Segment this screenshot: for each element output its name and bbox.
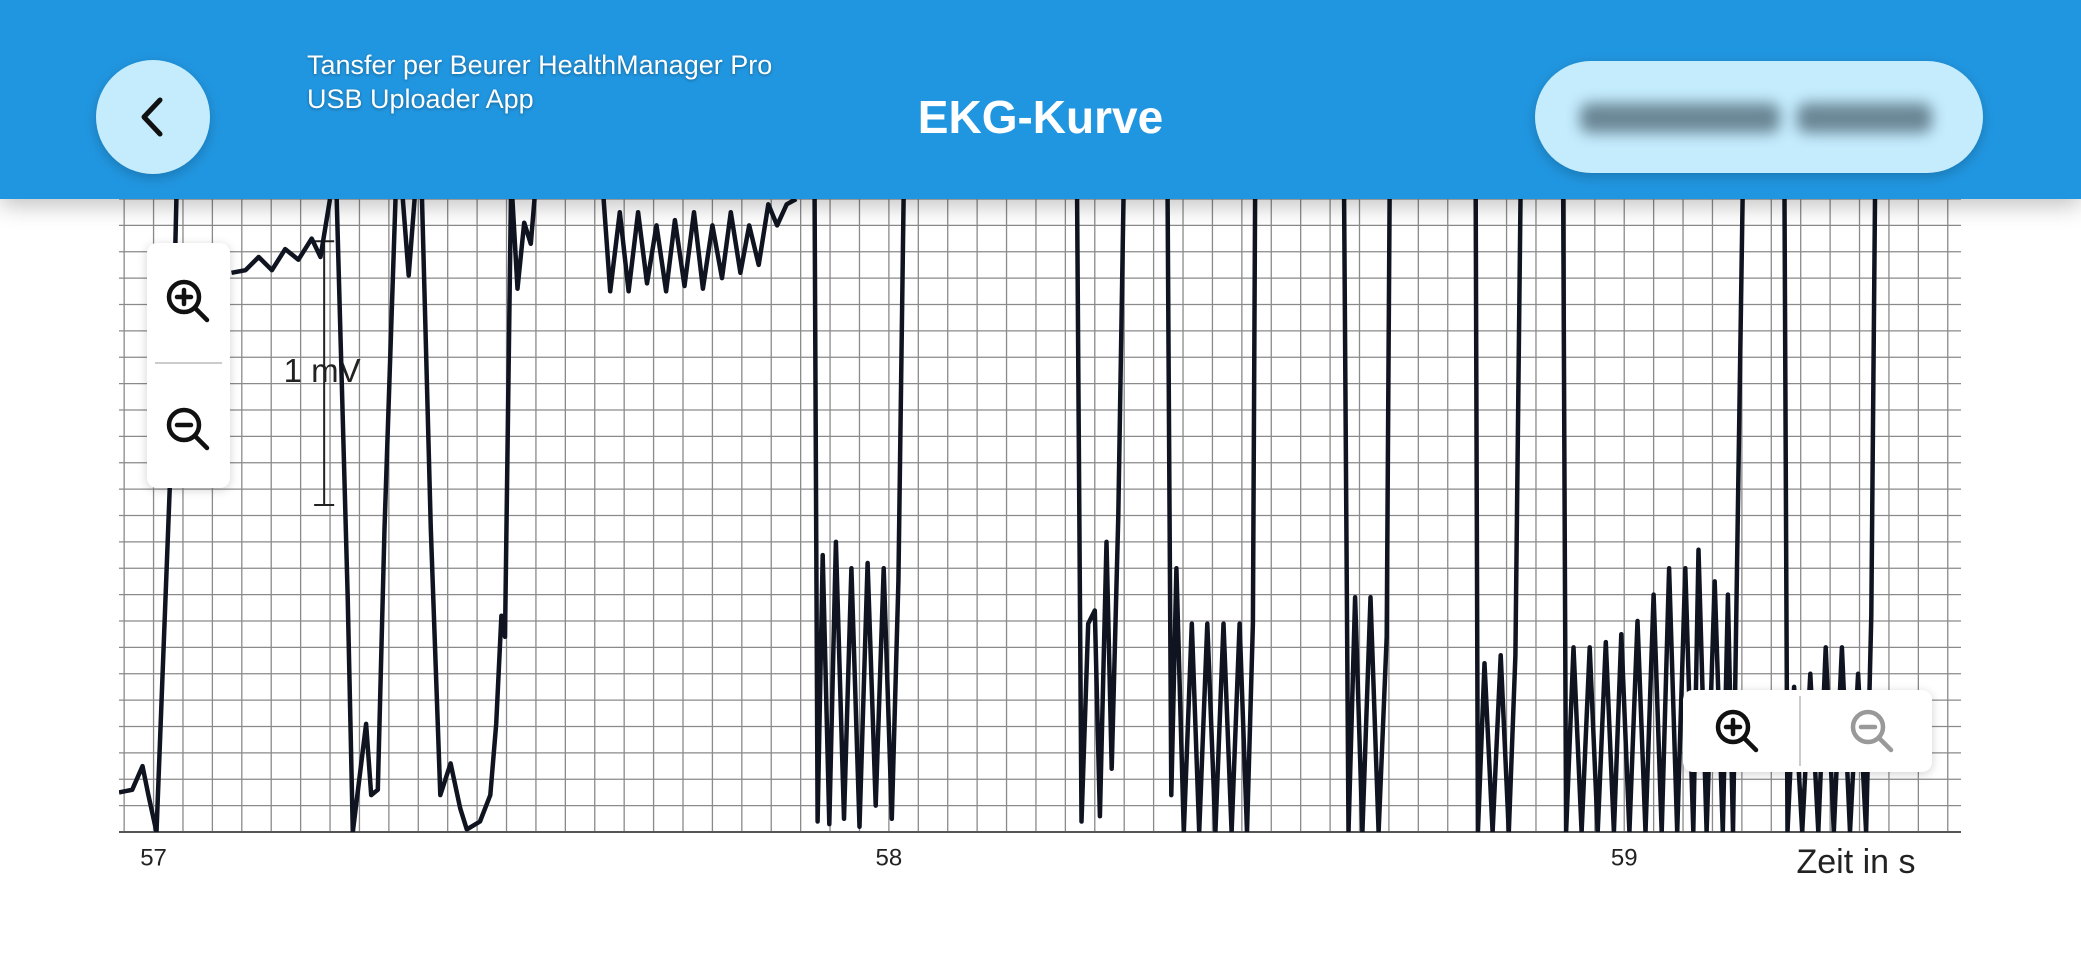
app-bar: Tansfer per Beurer HealthManager Pro USB… xyxy=(0,0,2081,199)
vertical-zoom-controls xyxy=(147,243,230,488)
date-pill[interactable] xyxy=(1535,61,1983,173)
page-title: EKG-Kurve xyxy=(917,91,1164,143)
back-icon xyxy=(141,97,163,137)
trace-area xyxy=(119,199,1878,832)
zoom-in-x-button[interactable] xyxy=(1715,709,1759,753)
x-tick-label: 58 xyxy=(876,844,903,871)
blurred-time xyxy=(1797,103,1932,133)
scale-bar: 1 mV xyxy=(284,240,361,506)
back-button[interactable] xyxy=(96,60,210,174)
zoom-icons xyxy=(1715,696,1894,766)
x-axis-label: Zeit in s xyxy=(1796,843,1915,881)
x-axis: 57 58 59 xyxy=(140,844,1637,871)
zoom-out-x-button[interactable] xyxy=(1850,709,1894,753)
app-line: USB Uploader App xyxy=(307,84,534,114)
blurred-date xyxy=(1580,103,1780,133)
zoom-out-y-button[interactable] xyxy=(166,407,210,451)
zoom-in-y-button[interactable] xyxy=(166,279,210,323)
x-tick-label: 57 xyxy=(140,844,167,871)
horizontal-zoom-controls xyxy=(1683,690,1932,772)
app-info: Tansfer per Beurer HealthManager Pro USB… xyxy=(307,48,772,116)
ecg-trace xyxy=(119,199,1878,832)
app-line: Tansfer per Beurer HealthManager Pro xyxy=(307,50,773,80)
zoom-icons xyxy=(155,279,222,451)
x-tick-label: 59 xyxy=(1611,844,1638,871)
scale-bar-label: 1 mV xyxy=(284,352,361,389)
